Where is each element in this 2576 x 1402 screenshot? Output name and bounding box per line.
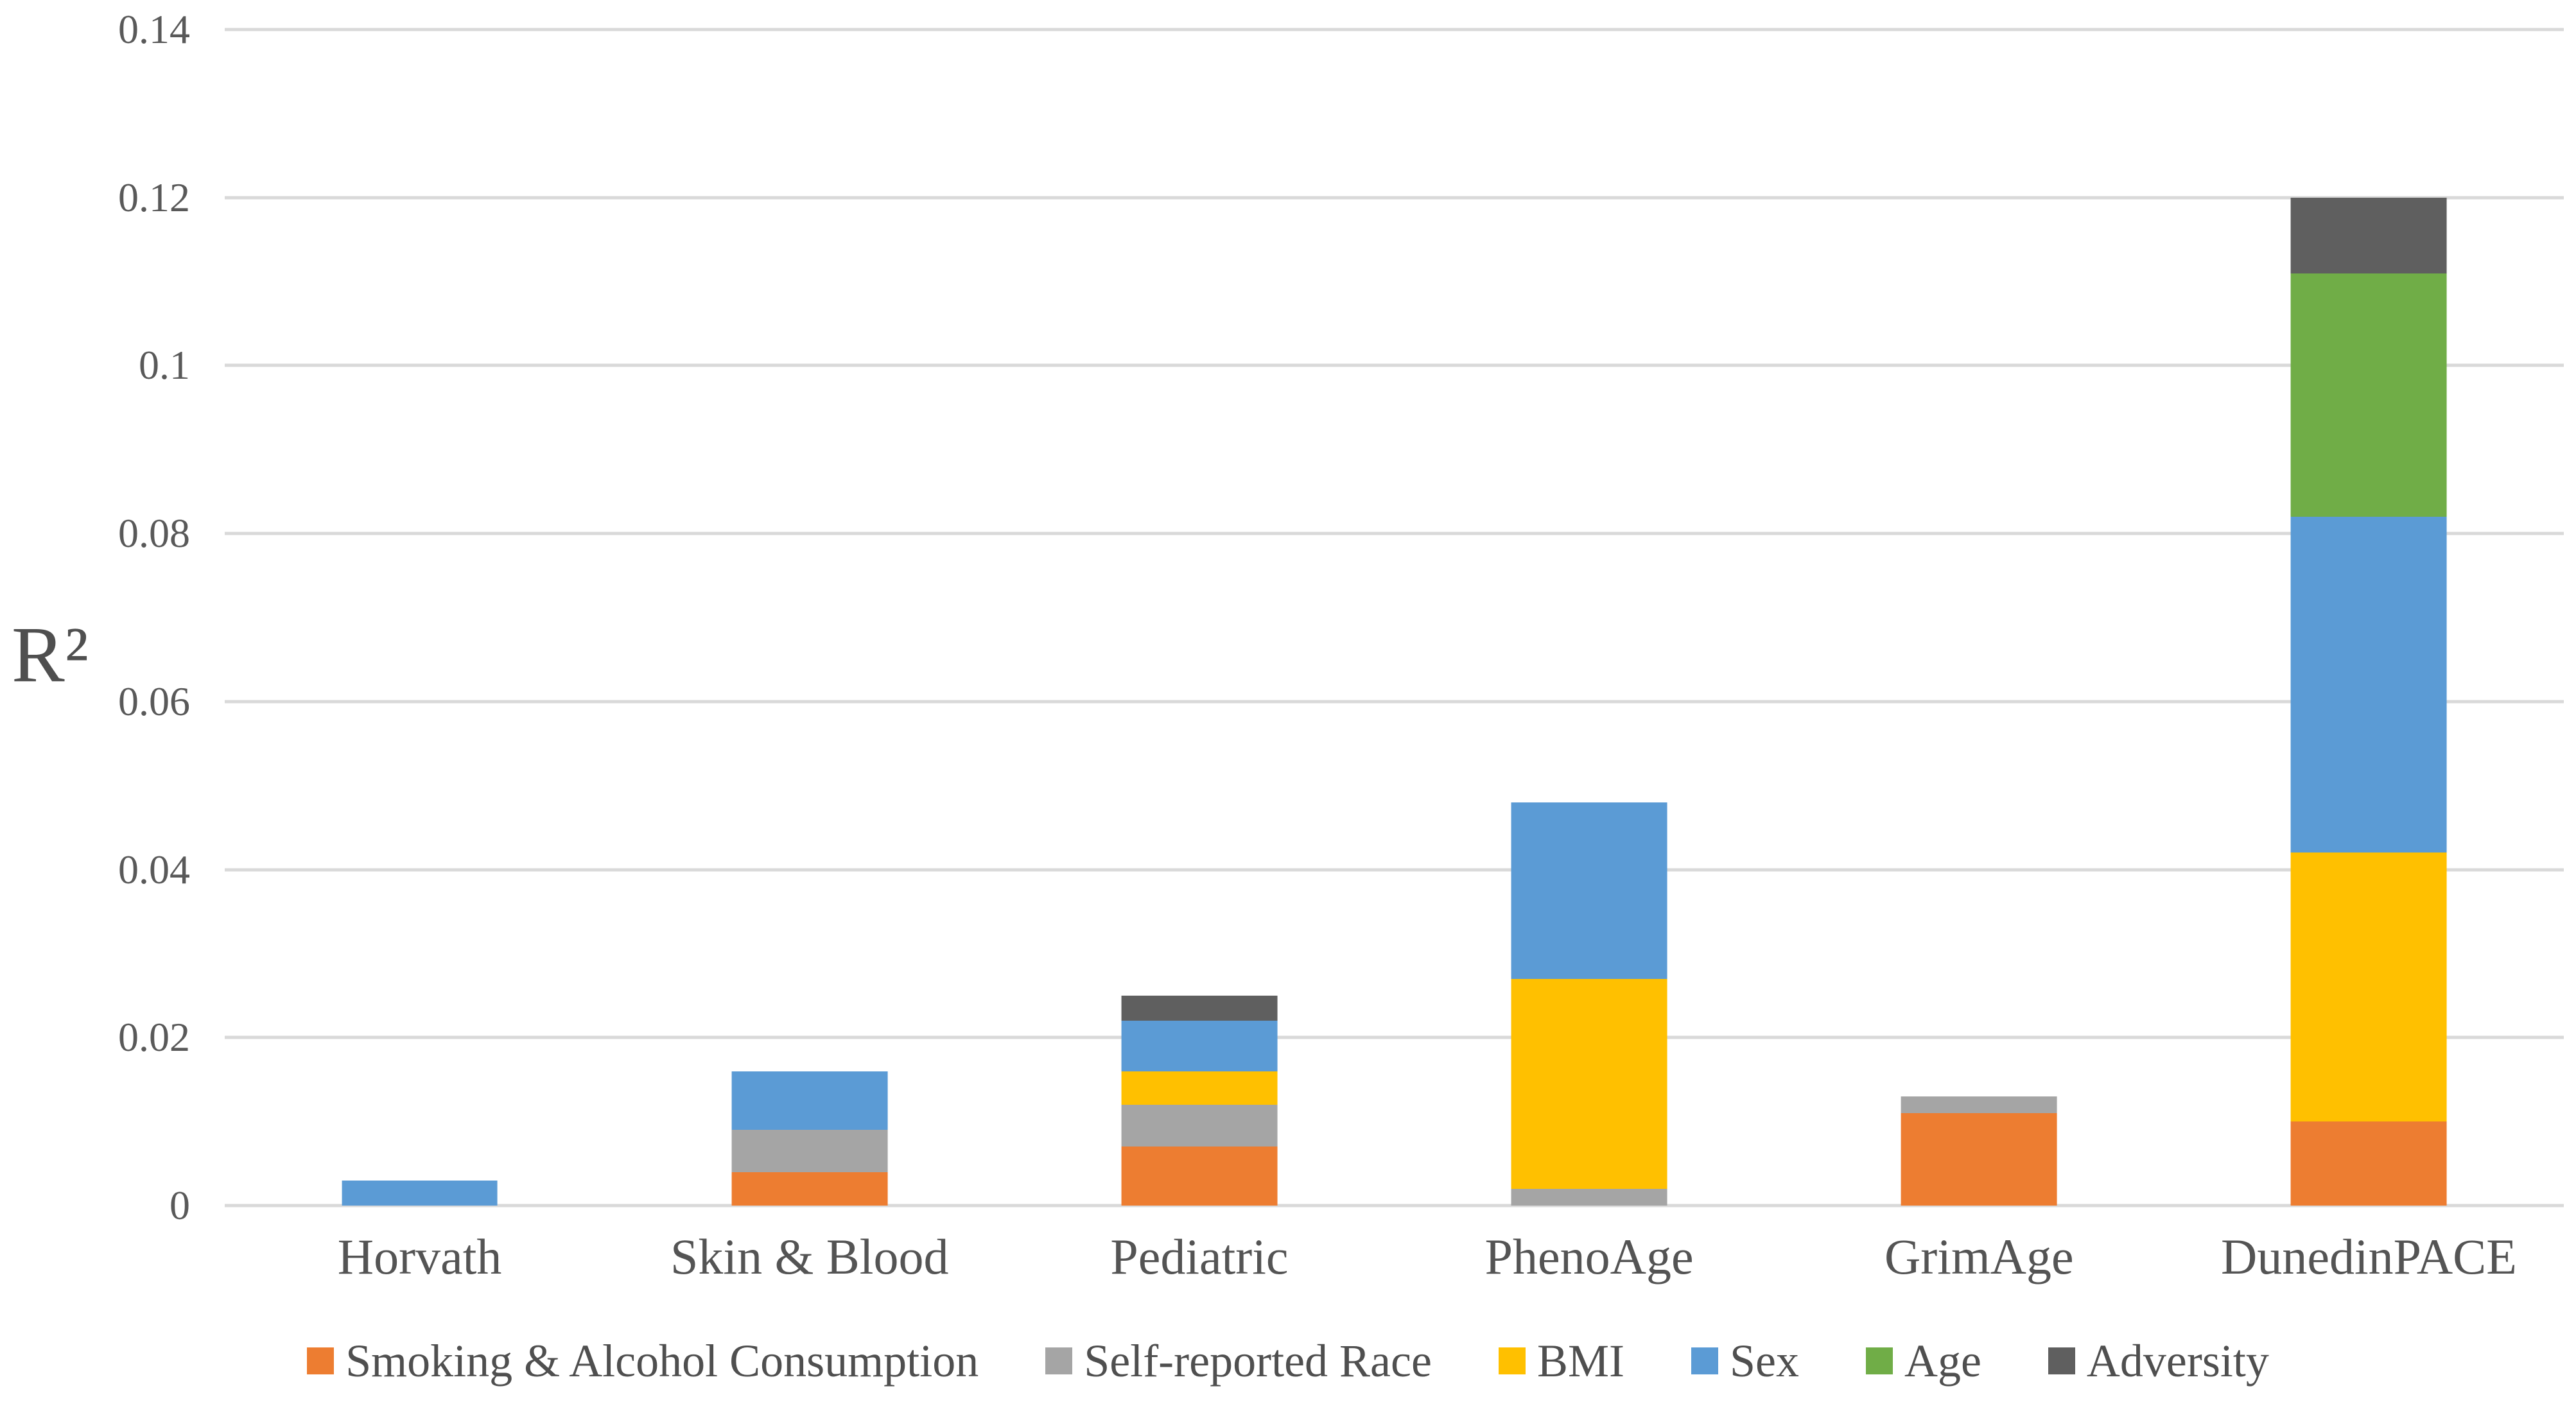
bar-segment [2291,852,2447,1122]
stacked-bar [1511,30,1667,1206]
y-tick-label: 0 [170,1182,190,1228]
bar-segment [731,1172,888,1206]
y-tick-label: 0.02 [118,1014,190,1060]
bar-segment [2291,1121,2447,1206]
bar-slot-grimage [1784,30,2174,1206]
legend-swatch-icon [2048,1347,2075,1374]
bar-slot-dunedinpace [2174,30,2564,1206]
gridline [225,363,2564,367]
x-axis-label: DunedinPACE [2221,1229,2517,1285]
legend-label: Adversity [2086,1335,2269,1387]
bar-segment [731,1130,888,1172]
legend-label: Age [1904,1335,1981,1387]
bar-segment [2291,197,2447,273]
bar-segment [1121,1021,1278,1071]
bar-slot-pediatric [1004,30,1394,1206]
bar-segment [1901,1096,2057,1114]
bar-segment [2291,273,2447,517]
legend-item: Adversity [2048,1338,2269,1384]
legend: Smoking & Alcohol Consumption Self-report… [0,1328,2576,1394]
legend-swatch-icon [1691,1347,1718,1374]
bar-slot-horvath [225,30,614,1206]
y-tick-label: 0.04 [118,846,190,892]
y-axis-title: R² [12,610,89,698]
gridline [225,700,2564,704]
gridline [225,1204,2564,1207]
stacked-bar [731,30,888,1206]
stacked-bar [1901,30,2057,1206]
bar-segment [2291,517,2447,853]
legend-label: BMI [1536,1335,1624,1387]
x-axis-label: Skin & Blood [670,1229,949,1285]
bar-segment [731,1071,888,1130]
bar-slot-phenoage [1395,30,1784,1206]
bar-segment [1511,978,1667,1189]
bar-segment [342,1180,498,1206]
y-tick-label: 0.06 [118,678,190,724]
bar-slot-skin-blood [614,30,1004,1206]
x-axis-label: GrimAge [1884,1229,2074,1285]
legend-swatch-icon [307,1347,335,1374]
legend-item: Self-reported Race [1045,1338,1432,1384]
gridline [225,28,2564,31]
gridline [225,532,2564,535]
x-axis-labels: Horvath Skin & Blood Pediatric PhenoAge Grim… [225,1220,2564,1294]
bar-segment [1121,995,1278,1021]
gridline [225,196,2564,200]
bar-segment [1511,1188,1667,1206]
plot-area [225,28,2564,1207]
bar-segment [1511,802,1667,979]
legend-swatch-icon [1498,1347,1526,1374]
gridline [225,868,2564,872]
gridline [225,1035,2564,1039]
legend-label: Self-reported Race [1084,1335,1432,1387]
y-axis-tick-labels: 0 0.02 0.04 0.06 0.08 0.1 0.12 0.14 [0,9,190,1226]
x-axis-label: PhenoAge [1484,1229,1694,1285]
bar-segment [1121,1104,1278,1147]
y-tick-label: 0.08 [118,510,190,557]
legend-item: Sex [1691,1338,1799,1384]
bar-segment [1121,1071,1278,1105]
y-tick-label: 0.12 [118,174,190,220]
legend-item: Age [1865,1335,1981,1387]
x-axis-label: Horvath [337,1229,502,1285]
legend-item: BMI [1498,1335,1624,1387]
y-tick-label: 0.14 [118,6,190,52]
legend-item: Smoking & Alcohol Consumption [307,1338,979,1384]
stacked-bar [1121,30,1278,1206]
legend-label: Sex [1729,1335,1799,1387]
legend-swatch-icon [1865,1347,1893,1374]
stacked-bar [342,30,498,1206]
bars-row [225,30,2564,1206]
x-axis-label: Pediatric [1110,1229,1289,1285]
legend-label: Smoking & Alcohol Consumption [345,1335,979,1387]
bar-segment [1901,1113,2057,1206]
stacked-bar [2291,30,2447,1206]
y-tick-label: 0.1 [139,342,190,388]
legend-swatch-icon [1045,1347,1073,1374]
bar-segment [1121,1147,1278,1206]
